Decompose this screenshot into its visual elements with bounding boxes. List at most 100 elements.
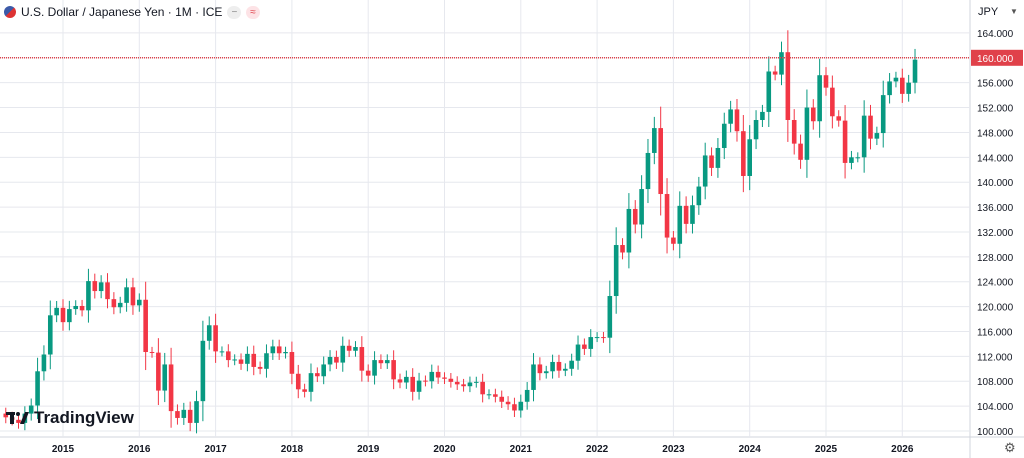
candle-body (54, 307, 59, 316)
candle-body (588, 337, 594, 349)
candle-body (874, 133, 880, 139)
candle-body (493, 394, 498, 397)
candle-body (734, 109, 740, 132)
candle-body (130, 287, 136, 306)
price-tick-label: 144.000 (977, 153, 1014, 164)
price-tick-label: 152.000 (977, 104, 1014, 115)
candle-body (531, 364, 536, 390)
candle-body (461, 384, 466, 387)
candle-body (226, 351, 231, 361)
candle-body (397, 379, 403, 383)
candle-body (156, 352, 161, 391)
candle-body (98, 282, 104, 292)
candle-body (47, 315, 53, 355)
compare-button[interactable]: ≈ (246, 5, 260, 19)
settings-icon[interactable]: ⚙ (1004, 440, 1016, 455)
candle-body (187, 409, 193, 423)
currency-flag-icon (4, 6, 16, 18)
candle-body (423, 380, 428, 382)
candle-body (257, 366, 263, 369)
candle-body (582, 344, 587, 349)
candle-body (512, 404, 517, 411)
candle-body (60, 307, 66, 323)
candle-body (747, 139, 752, 176)
candle-body (607, 296, 613, 338)
candle-body (467, 382, 473, 387)
candle-body (855, 157, 861, 159)
candle-body (308, 373, 314, 392)
candle-body (111, 299, 117, 308)
candle-body (868, 115, 873, 139)
candle-body (893, 77, 899, 82)
candle-body (384, 360, 390, 364)
candle-body (486, 394, 492, 396)
candle-body (149, 352, 155, 354)
candle-body (677, 205, 683, 244)
candle-body (702, 155, 708, 187)
candle-body (473, 381, 479, 383)
candle-body (35, 371, 40, 406)
candle-body (442, 377, 447, 379)
candle-body (830, 87, 835, 117)
candle-body (206, 325, 212, 341)
candle-body (480, 381, 485, 395)
price-tick-label: 156.000 (977, 79, 1014, 90)
candle-body (639, 189, 644, 225)
candle-body (359, 347, 365, 371)
candle-body (861, 115, 867, 158)
candle-body (117, 302, 123, 308)
candle-body (798, 143, 803, 160)
time-tick-label: 2019 (357, 444, 380, 455)
candle-body (817, 75, 822, 122)
time-tick-label: 2018 (281, 444, 304, 455)
price-tick-label: 112.000 (977, 352, 1013, 363)
candle-body (92, 281, 98, 292)
candle-body (41, 354, 47, 372)
candle-body (302, 389, 307, 392)
candle-body (772, 71, 778, 75)
candle-body (543, 371, 549, 374)
hide-button[interactable]: − (227, 5, 242, 19)
symbol-header[interactable]: U.S. Dollar / Japanese Yen · 1M · ICE − … (4, 5, 260, 19)
candle-body (353, 347, 358, 351)
candle-body (295, 373, 301, 390)
logo-text: TradingView (34, 408, 134, 427)
candle-body (791, 120, 797, 144)
candle-body (601, 337, 606, 339)
candle-body (416, 380, 422, 392)
candle-body (715, 147, 721, 168)
candle-body (410, 376, 416, 392)
candle-body (365, 370, 371, 376)
chevron-down-icon[interactable]: ▼ (1010, 7, 1018, 16)
candle-body (779, 52, 784, 75)
tradingview-logo[interactable]: TradingView (6, 408, 134, 428)
candle-body (232, 359, 237, 361)
time-tick-label: 2021 (510, 444, 533, 455)
symbol-title: U.S. Dollar / Japanese Yen · 1M · ICE (21, 5, 223, 19)
candle-body (518, 401, 524, 411)
candle-body (912, 59, 918, 83)
price-tick-label: 120.000 (977, 303, 1014, 314)
price-tick-label: 164.000 (977, 29, 1014, 40)
candle-body (741, 131, 746, 176)
price-tick-label: 108.000 (977, 377, 1014, 388)
candle-body (276, 346, 282, 354)
candle-body (73, 305, 79, 310)
time-tick-label: 2017 (204, 444, 227, 455)
candle-body (16, 419, 21, 423)
candle-body (321, 364, 326, 377)
candle-body (334, 356, 339, 363)
candle-body (575, 344, 581, 361)
candle-body (391, 360, 396, 380)
candle-body (372, 360, 377, 376)
candle-body (721, 123, 727, 148)
candle-body (162, 364, 168, 391)
candle-body (823, 75, 829, 88)
candle-body (620, 245, 625, 253)
candle-body (849, 157, 854, 163)
candle-body (785, 52, 791, 121)
currency-select[interactable]: JPY (978, 6, 999, 18)
time-tick-label: 2022 (586, 444, 609, 455)
candle-body (671, 237, 676, 244)
